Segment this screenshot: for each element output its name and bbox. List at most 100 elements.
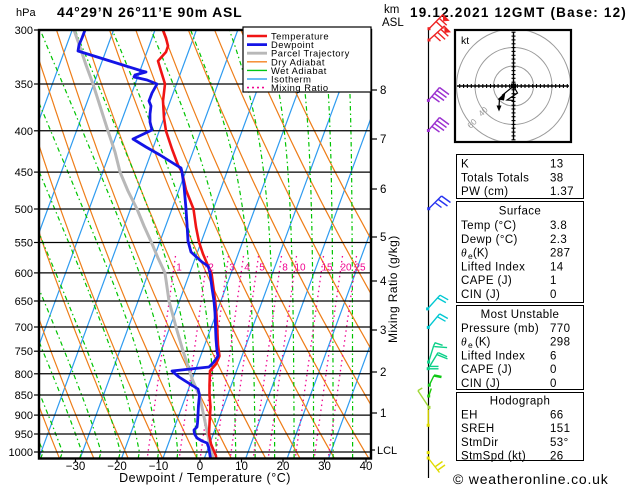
svg-text:8: 8	[282, 263, 288, 274]
svg-text:CAPE (J): CAPE (J)	[461, 364, 512, 376]
svg-text:Most Unstable: Most Unstable	[481, 309, 560, 321]
svg-text:14: 14	[550, 261, 564, 273]
svg-text:950: 950	[15, 429, 33, 441]
svg-text:StmDir: StmDir	[461, 437, 499, 449]
svg-text:e: e	[468, 340, 473, 350]
svg-text:38: 38	[550, 172, 564, 184]
svg-text:PW (cm): PW (cm)	[461, 186, 509, 198]
svg-text:20: 20	[340, 263, 352, 274]
svg-text:44°29’N 26°11’E 90m ASL: 44°29’N 26°11’E 90m ASL	[57, 4, 243, 20]
svg-text:298: 298	[550, 337, 570, 349]
svg-text:300: 300	[15, 25, 33, 37]
svg-text:CAPE (J): CAPE (J)	[461, 275, 512, 287]
svg-text:Wet Adiabat: Wet Adiabat	[271, 65, 327, 76]
svg-text:350: 350	[15, 79, 33, 91]
svg-text:550: 550	[15, 238, 33, 250]
svg-text:151: 151	[550, 423, 570, 435]
svg-text:15: 15	[321, 263, 333, 274]
svg-text:450: 450	[15, 167, 33, 179]
svg-text:3: 3	[380, 325, 386, 337]
svg-text:10: 10	[294, 263, 306, 274]
svg-text:13: 13	[550, 159, 564, 171]
svg-text:2.3: 2.3	[550, 234, 567, 246]
svg-text:CIN (J): CIN (J)	[461, 289, 500, 301]
svg-text:3.8: 3.8	[550, 220, 567, 232]
svg-text:20: 20	[277, 461, 290, 473]
svg-text:1: 1	[550, 275, 557, 287]
svg-text:hPa: hPa	[16, 7, 36, 19]
svg-text:1: 1	[176, 263, 182, 274]
svg-text:19.12.2021 12GMT (Base: 12): 19.12.2021 12GMT (Base: 12)	[410, 5, 627, 20]
svg-text:0: 0	[550, 364, 557, 376]
svg-text:770: 770	[550, 323, 570, 335]
svg-text:26: 26	[550, 451, 564, 463]
svg-text:6: 6	[550, 350, 557, 362]
svg-text:−10: −10	[149, 461, 169, 473]
svg-text:66: 66	[550, 409, 564, 421]
svg-text:5: 5	[380, 232, 386, 244]
svg-text:0: 0	[197, 461, 203, 473]
svg-text:θ: θ	[461, 248, 467, 260]
svg-text:6: 6	[380, 184, 386, 196]
svg-text:2: 2	[380, 367, 386, 379]
svg-text:1: 1	[380, 408, 386, 420]
svg-text:40: 40	[360, 461, 373, 473]
svg-text:LCL: LCL	[377, 445, 397, 457]
svg-text:kt: kt	[461, 35, 469, 47]
svg-text:Mixing Ratio (g/kg): Mixing Ratio (g/kg)	[386, 235, 400, 343]
svg-text:750: 750	[15, 346, 33, 358]
svg-text:SREH: SREH	[461, 423, 495, 435]
svg-text:Temp (°C): Temp (°C)	[461, 220, 516, 232]
svg-text:5: 5	[259, 263, 265, 274]
svg-text:−30: −30	[66, 461, 86, 473]
svg-text:3: 3	[229, 263, 235, 274]
svg-text:θ: θ	[461, 337, 467, 349]
svg-text:4: 4	[380, 276, 387, 288]
svg-text:Hodograph: Hodograph	[490, 396, 551, 408]
svg-text:30: 30	[318, 461, 331, 473]
svg-text:EH: EH	[461, 409, 478, 421]
svg-text:2: 2	[208, 263, 214, 274]
svg-text:700: 700	[15, 322, 33, 334]
svg-text:7: 7	[380, 134, 386, 146]
svg-text:Lifted Index: Lifted Index	[461, 350, 525, 362]
svg-text:K: K	[461, 159, 469, 171]
svg-text:25: 25	[354, 263, 366, 274]
svg-text:287: 287	[550, 248, 570, 260]
svg-text:400: 400	[15, 126, 33, 138]
svg-text:Lifted Index: Lifted Index	[461, 261, 525, 273]
svg-text:8: 8	[380, 85, 386, 97]
svg-text:Dewpoint / Temperature (°C): Dewpoint / Temperature (°C)	[119, 471, 291, 485]
svg-text:Surface: Surface	[499, 206, 541, 218]
svg-text:10: 10	[235, 461, 248, 473]
svg-text:(K): (K)	[473, 248, 489, 260]
svg-text:0: 0	[550, 289, 557, 301]
svg-text:900: 900	[15, 410, 33, 422]
svg-text:650: 650	[15, 296, 33, 308]
svg-text:0: 0	[550, 378, 557, 390]
svg-text:800: 800	[15, 369, 33, 381]
svg-text:StmSpd (kt): StmSpd (kt)	[461, 451, 526, 463]
svg-text:Dry Adiabat: Dry Adiabat	[271, 56, 325, 67]
svg-text:km: km	[384, 4, 399, 16]
svg-text:Totals Totals: Totals Totals	[461, 172, 529, 184]
svg-text:Parcel Trajectory: Parcel Trajectory	[271, 48, 350, 59]
svg-text:1000: 1000	[9, 447, 33, 459]
svg-text:Pressure (mb): Pressure (mb)	[461, 323, 539, 335]
svg-text:Mixing Ratio: Mixing Ratio	[271, 82, 329, 93]
svg-text:e: e	[468, 251, 473, 261]
svg-text:Temperature: Temperature	[271, 31, 329, 42]
svg-text:53°: 53°	[550, 437, 569, 449]
svg-text:ASL: ASL	[382, 17, 404, 29]
svg-text:Isotherm: Isotherm	[271, 74, 311, 85]
svg-text:−20: −20	[107, 461, 127, 473]
svg-text:Dewp (°C): Dewp (°C)	[461, 234, 518, 246]
svg-text:(K): (K)	[475, 337, 491, 349]
svg-text:© weatheronline.co.uk: © weatheronline.co.uk	[453, 471, 609, 486]
svg-text:Dewpoint: Dewpoint	[271, 39, 314, 50]
svg-text:850: 850	[15, 390, 33, 402]
svg-text:4: 4	[244, 263, 250, 274]
svg-text:1.37: 1.37	[550, 186, 574, 198]
svg-text:500: 500	[15, 204, 33, 216]
svg-text:CIN (J): CIN (J)	[461, 378, 500, 390]
